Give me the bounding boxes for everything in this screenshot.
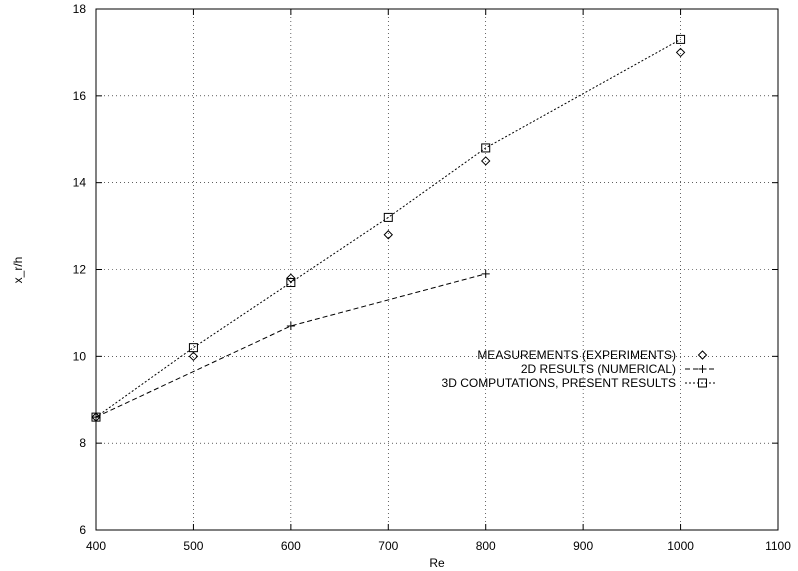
y-tick-label: 8 <box>79 436 86 450</box>
square-marker <box>676 34 686 44</box>
y-tick-label: 10 <box>73 349 87 363</box>
diamond-marker <box>383 230 393 240</box>
square-marker <box>481 143 491 153</box>
x-tick-label: 600 <box>281 539 301 553</box>
y-axis-title: x_r/h <box>11 257 25 284</box>
plus-marker <box>481 269 490 278</box>
tick-labels: 400 500 600 700 800 900 1000 1100 6 8 10 12 14 16 18 <box>73 2 792 553</box>
x-tick-label: 700 <box>378 539 398 553</box>
x-axis-title: Re <box>429 556 445 570</box>
legend: MEASUREMENTS (EXPERIMENTS)2D RESULTS (NU… <box>442 348 716 390</box>
data-series <box>91 34 686 422</box>
x-tick-label: 1100 <box>765 539 791 553</box>
diamond-marker <box>697 350 708 360</box>
series-2d-results <box>92 269 490 422</box>
x-tick-label: 500 <box>183 539 203 553</box>
square-marker <box>91 412 101 422</box>
square-marker <box>188 343 198 353</box>
y-tick-label: 12 <box>73 263 87 277</box>
plus-marker <box>698 365 707 373</box>
y-tick-label: 16 <box>73 89 87 103</box>
x-tick-label: 800 <box>476 539 496 553</box>
legend-entry: 3D COMPUTATIONS, PRESENT RESULTS <box>442 376 716 390</box>
y-tick-label: 18 <box>73 2 87 16</box>
square-marker <box>698 378 707 388</box>
diamond-marker <box>675 47 686 58</box>
x-tick-label: 1000 <box>667 539 694 553</box>
series-3d-computations <box>91 34 686 422</box>
legend-label: 3D COMPUTATIONS, PRESENT RESULTS <box>442 376 676 390</box>
square-marker <box>383 212 393 222</box>
diamond-marker <box>481 156 491 166</box>
legend-entry: MEASUREMENTS (EXPERIMENTS) <box>477 348 708 362</box>
square-marker <box>286 278 296 288</box>
grid-lines <box>96 9 778 530</box>
plus-marker <box>92 413 100 422</box>
y-tick-label: 14 <box>73 176 87 190</box>
legend-entry: 2D RESULTS (NUMERICAL) <box>521 362 716 376</box>
legend-label: MEASUREMENTS (EXPERIMENTS) <box>477 348 676 362</box>
legend-label: 2D RESULTS (NUMERICAL) <box>521 362 676 376</box>
diamond-marker <box>188 351 199 362</box>
x-tick-label: 900 <box>573 539 593 553</box>
axis-ticks <box>95 8 779 531</box>
plus-marker <box>286 321 295 330</box>
x-tick-label: 400 <box>86 539 106 553</box>
y-tick-label: 6 <box>79 523 86 537</box>
